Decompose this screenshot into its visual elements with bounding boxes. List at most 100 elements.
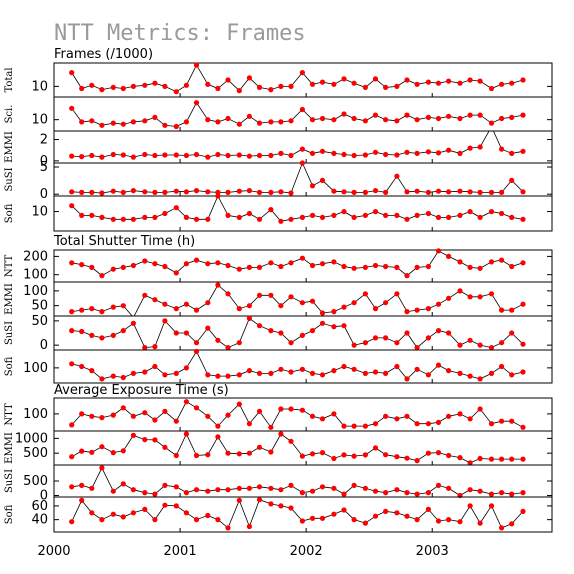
data-point: [288, 369, 294, 375]
data-point: [236, 88, 242, 94]
x-tick-label: 2002: [290, 544, 323, 559]
data-point: [435, 328, 442, 334]
data-point: [477, 112, 483, 118]
data-point: [362, 520, 368, 526]
data-point: [309, 370, 316, 376]
data-point: [162, 122, 168, 128]
data-point: [319, 79, 326, 85]
data-point: [372, 445, 379, 451]
data-point: [477, 78, 483, 84]
data-point: [457, 342, 463, 348]
data-point: [394, 118, 400, 124]
data-point: [89, 189, 95, 195]
data-point: [372, 369, 379, 375]
data-point: [341, 263, 347, 270]
data-point: [193, 62, 200, 68]
data-point: [120, 328, 126, 334]
data-point: [89, 485, 95, 491]
data-point: [319, 148, 326, 154]
y-tick-label: 500: [23, 446, 48, 461]
data-point: [509, 307, 515, 313]
data-point: [446, 113, 452, 119]
data-point: [319, 261, 326, 267]
data-point: [509, 521, 515, 527]
data-point: [130, 510, 136, 516]
data-point: [268, 260, 274, 266]
data-point: [425, 490, 431, 496]
data-point: [268, 119, 274, 125]
data-point: [488, 189, 495, 195]
data-point: [99, 415, 105, 421]
data-point: [309, 328, 316, 334]
data-point: [142, 82, 148, 88]
page-title: NTT Metrics: Frames: [54, 21, 306, 46]
data-point: [246, 315, 252, 321]
data-point: [183, 152, 189, 159]
data-point: [183, 189, 189, 195]
data-point: [225, 115, 231, 122]
data-point: [299, 160, 305, 166]
data-point: [193, 257, 200, 263]
data-point: [425, 450, 431, 456]
data-point: [331, 368, 337, 374]
data-point: [309, 212, 316, 218]
data-point: [414, 491, 420, 497]
data-point: [299, 214, 305, 220]
data-point: [446, 452, 452, 459]
data-point: [268, 449, 274, 455]
data-point: [351, 115, 357, 122]
panel-label: SuSI: [4, 469, 15, 493]
data-point: [383, 370, 389, 376]
data-point: [509, 372, 515, 378]
data-point: [319, 416, 326, 422]
data-point: [404, 77, 410, 83]
data-point: [372, 188, 379, 194]
data-point: [110, 332, 116, 338]
data-point: [268, 501, 274, 507]
data-point: [215, 151, 221, 158]
data-point: [404, 413, 410, 419]
data-point: [225, 152, 231, 159]
data-point: [341, 111, 347, 117]
data-point: [162, 502, 168, 508]
data-point: [414, 458, 420, 464]
data-point: [120, 405, 126, 411]
data-point: [341, 323, 347, 329]
data-point: [404, 330, 410, 336]
data-point: [183, 510, 189, 516]
data-point: [183, 261, 189, 267]
data-point: [351, 300, 357, 306]
data-point: [79, 411, 85, 417]
data-point: [69, 309, 75, 315]
data-point: [152, 80, 158, 86]
data-point: [173, 188, 179, 194]
data-point: [89, 449, 95, 455]
data-point: [99, 335, 105, 341]
data-point: [173, 152, 179, 158]
data-point: [509, 456, 515, 462]
data-point: [477, 406, 483, 412]
data-point: [205, 488, 211, 494]
y-tick-label: 2: [40, 133, 48, 148]
data-point: [193, 151, 200, 158]
data-point: [130, 83, 136, 89]
data-point: [69, 422, 75, 428]
data-point: [183, 399, 189, 405]
data-point: [152, 417, 158, 423]
data-point: [446, 295, 452, 301]
data-point: [152, 491, 158, 497]
data-point: [193, 517, 200, 523]
data-point: [89, 368, 95, 374]
section-title: Total Shutter Time (h): [53, 234, 195, 249]
data-point: [319, 115, 326, 122]
panel-label: SuSI: [4, 321, 15, 345]
data-point: [520, 424, 526, 430]
data-point: [425, 263, 431, 270]
data-point: [341, 423, 347, 429]
data-point: [425, 189, 431, 195]
data-point: [467, 337, 473, 343]
data-point: [110, 450, 116, 456]
data-point: [446, 485, 452, 491]
data-point: [246, 368, 252, 374]
data-point: [362, 423, 368, 429]
